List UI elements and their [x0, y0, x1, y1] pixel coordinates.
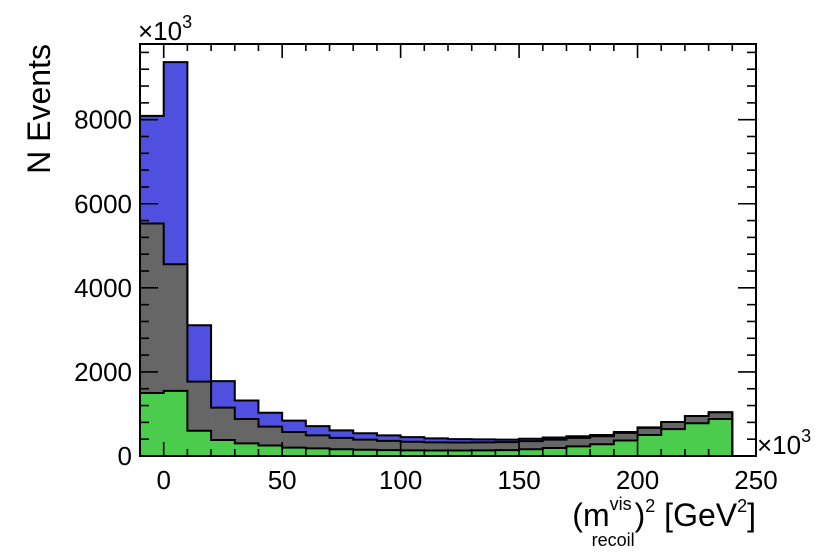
- y-tick-label-2000: 2000: [74, 357, 132, 387]
- bar-series-1-bin-17: [542, 439, 567, 449]
- x-title-pow: 2: [645, 496, 655, 516]
- bar-series-1-bin-15: [495, 442, 520, 451]
- bar-series-1-bin-1: [163, 264, 188, 391]
- bar-series-0-bin-14: [471, 450, 496, 456]
- bar-series-2-bin-16: [519, 438, 544, 442]
- bar-series-0-bin-20: [613, 440, 638, 456]
- bar-series-0-bin-13: [448, 450, 472, 456]
- bar-series-1-bin-3: [211, 407, 236, 441]
- bar-series-2-bin-11: [400, 437, 425, 442]
- bar-series-1-bin-6: [282, 432, 307, 448]
- x-title-unit-pow: 2: [737, 496, 747, 516]
- bar-series-0-bin-5: [258, 445, 283, 456]
- bar-series-1-bin-18: [566, 437, 591, 447]
- bar-series-2-bin-5: [258, 412, 283, 427]
- x-title-base: (m: [572, 497, 609, 533]
- bar-series-0-bin-18: [566, 446, 591, 456]
- bar-series-1-bin-12: [424, 442, 449, 451]
- bar-series-1-bin-20: [613, 432, 638, 441]
- series-outline-2: [139, 61, 734, 456]
- bar-series-2-bin-0: [140, 115, 164, 224]
- y-tick-label-0: 0: [118, 441, 132, 471]
- bar-series-1-bin-23: [684, 416, 709, 424]
- bar-series-1-bin-19: [590, 436, 615, 445]
- stacked-bars: [140, 62, 733, 456]
- bar-series-0-bin-7: [305, 448, 330, 456]
- y-tick-label-6000: 6000: [74, 189, 132, 219]
- x-title-sup: vis: [610, 494, 632, 514]
- bar-series-2-bin-6: [282, 420, 307, 433]
- bar-series-1-bin-10: [376, 440, 401, 451]
- x-multiplier-exp: 3: [801, 426, 811, 446]
- bar-series-2-bin-13: [448, 439, 472, 443]
- x-tick-label-0: 0: [156, 465, 170, 495]
- y-tick-label-4000: 4000: [74, 273, 132, 303]
- x-title-close: ): [635, 497, 646, 533]
- bar-series-2-bin-3: [211, 381, 236, 408]
- bar-series-0-bin-19: [590, 444, 615, 456]
- bar-series-0-bin-23: [684, 423, 709, 456]
- bar-series-1-bin-4: [234, 419, 259, 444]
- x-tick-label-200: 200: [616, 465, 659, 495]
- x-title-unit-pre: [GeV: [655, 497, 737, 533]
- bar-series-1-bin-7: [305, 435, 330, 449]
- bar-series-0-bin-4: [234, 443, 259, 456]
- bar-series-2-bin-14: [471, 439, 496, 443]
- bar-series-2-bin-7: [305, 426, 330, 436]
- bar-series-0-bin-12: [424, 450, 449, 456]
- bar-series-1-bin-16: [519, 441, 544, 450]
- bar-series-1-bin-22: [661, 421, 686, 430]
- x-tick-label-150: 150: [497, 465, 540, 495]
- x-title-sub: recoil: [592, 530, 635, 550]
- bar-series-2-bin-4: [234, 400, 259, 420]
- x-multiplier: ×103: [757, 426, 811, 460]
- bar-series-2-bin-8: [329, 430, 354, 438]
- bar-series-1-bin-0: [140, 223, 164, 393]
- bar-series-0-bin-8: [329, 449, 354, 456]
- bar-series-1-bin-24: [708, 412, 733, 420]
- bar-series-1-bin-9: [353, 439, 378, 450]
- bar-series-2-bin-9: [353, 433, 378, 440]
- bar-series-0-bin-15: [495, 450, 520, 456]
- bar-series-2-bin-17: [542, 437, 567, 440]
- y-multiplier-base: ×10: [138, 16, 182, 46]
- bar-series-0-bin-2: [187, 430, 212, 456]
- x-tick-label-250: 250: [734, 465, 777, 495]
- bar-series-0-bin-1: [163, 390, 188, 456]
- x-tick-label-50: 50: [268, 465, 297, 495]
- y-multiplier: ×103: [138, 12, 192, 46]
- bar-series-0-bin-11: [400, 450, 425, 456]
- bar-series-2-bin-15: [495, 439, 520, 443]
- bar-series-0-bin-9: [353, 449, 378, 456]
- bar-series-2-bin-2: [187, 325, 212, 382]
- x-tick-label-100: 100: [379, 465, 422, 495]
- bar-series-1-bin-21: [637, 427, 662, 435]
- bar-series-0-bin-17: [542, 448, 567, 456]
- y-tick-label-8000: 8000: [74, 105, 132, 135]
- x-axis-title: (mvis recoil)2 [GeV2]: [572, 494, 756, 550]
- bar-series-0-bin-6: [282, 447, 307, 456]
- bar-series-1-bin-8: [329, 437, 354, 450]
- y-multiplier-exp: 3: [182, 12, 192, 32]
- bar-series-1-bin-11: [400, 441, 425, 451]
- bar-series-1-bin-14: [471, 442, 496, 451]
- axis-ticks: 0 50 100 150 200 250 0 2000 4000 6000 8000: [74, 44, 778, 495]
- bar-series-0-bin-3: [211, 440, 236, 456]
- bar-series-0-bin-0: [140, 392, 164, 456]
- bar-series-0-bin-16: [519, 449, 544, 456]
- bar-series-2-bin-1: [163, 62, 188, 265]
- bar-series-2-bin-12: [424, 438, 449, 443]
- bar-series-1-bin-13: [448, 442, 472, 451]
- x-title-unit-post: ]: [747, 497, 756, 533]
- bar-series-0-bin-10: [376, 450, 401, 456]
- bar-series-0-bin-24: [708, 419, 733, 456]
- bar-series-1-bin-5: [258, 426, 283, 446]
- bar-series-1-bin-2: [187, 381, 212, 431]
- bar-series-2-bin-10: [376, 435, 401, 441]
- y-axis-title: N Events: [21, 44, 57, 174]
- bar-series-0-bin-21: [637, 434, 662, 456]
- bar-series-0-bin-22: [661, 429, 686, 456]
- x-multiplier-base: ×10: [757, 430, 801, 460]
